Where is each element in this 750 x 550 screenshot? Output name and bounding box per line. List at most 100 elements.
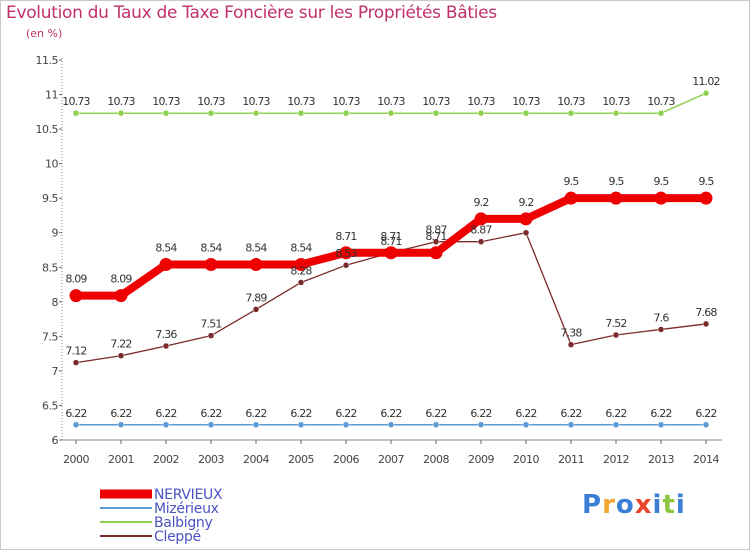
y-tick-label: 8 bbox=[52, 296, 59, 309]
data-point-balbigny bbox=[252, 109, 260, 117]
data-label-balbigny: 10.73 bbox=[242, 95, 270, 108]
data-point-balbigny bbox=[117, 109, 125, 117]
data-point-clepp- bbox=[702, 320, 710, 328]
data-point-miz-rieux bbox=[252, 421, 260, 429]
data-label-clepp-: 7.36 bbox=[155, 328, 177, 341]
data-point-miz-rieux bbox=[567, 421, 575, 429]
data-label-balbigny: 10.73 bbox=[467, 95, 495, 108]
data-labels: 6.22 6.22 6.22 6.22 6.22 6.22 6.22 6.22 6.22 6.22… bbox=[62, 75, 720, 420]
data-label-nervieux: 9.5 bbox=[653, 175, 669, 188]
y-tick-label: 6.5 bbox=[42, 399, 58, 412]
y-tick-label: 10.5 bbox=[36, 123, 59, 136]
logo-letter: x bbox=[634, 490, 653, 520]
data-point-balbigny bbox=[72, 109, 80, 117]
data-point-nervieux bbox=[204, 258, 218, 272]
data-label-clepp-: 8.87 bbox=[425, 224, 447, 237]
x-tick-label: 2006 bbox=[333, 453, 359, 466]
data-label-balbigny: 10.73 bbox=[332, 95, 360, 108]
data-label-nervieux: 9.2 bbox=[518, 196, 533, 209]
data-point-nervieux bbox=[429, 246, 443, 260]
y-tick-label: 7.5 bbox=[42, 330, 58, 343]
x-tick-label: 2000 bbox=[63, 453, 89, 466]
data-point-balbigny bbox=[432, 109, 440, 117]
data-point-miz-rieux bbox=[162, 421, 170, 429]
data-point-miz-rieux bbox=[117, 421, 125, 429]
x-tick-label: 2008 bbox=[423, 453, 449, 466]
data-label-nervieux: 8.09 bbox=[65, 273, 87, 286]
data-point-balbigny bbox=[657, 109, 665, 117]
x-tick-label: 2011 bbox=[558, 453, 584, 466]
y-tick-label: 10 bbox=[45, 158, 58, 171]
data-point-nervieux bbox=[654, 191, 668, 205]
data-point-clepp- bbox=[477, 238, 485, 245]
data-label-nervieux: 9.5 bbox=[608, 175, 624, 188]
x-tick-label: 2005 bbox=[288, 453, 314, 466]
data-label-miz-rieux: 6.22 bbox=[605, 407, 626, 420]
y-axis-unit: (en %) bbox=[26, 27, 63, 40]
y-tick-label: 6 bbox=[52, 434, 59, 447]
logo-letter: r bbox=[602, 490, 616, 520]
logo-letter: P bbox=[582, 490, 603, 520]
data-label-miz-rieux: 6.22 bbox=[200, 407, 221, 420]
x-tick-label: 2013 bbox=[648, 453, 674, 466]
data-point-balbigny bbox=[702, 89, 710, 97]
data-label-balbigny: 10.73 bbox=[62, 95, 90, 108]
data-label-balbigny: 10.73 bbox=[377, 95, 405, 108]
data-point-nervieux bbox=[294, 258, 308, 272]
data-label-miz-rieux: 6.22 bbox=[560, 407, 581, 420]
y-tick-label: 8.5 bbox=[42, 261, 58, 274]
data-label-nervieux: 8.71 bbox=[335, 230, 356, 243]
chart-title: Evolution du Taux de Taxe Foncière sur l… bbox=[6, 3, 497, 23]
data-label-miz-rieux: 6.22 bbox=[695, 407, 716, 420]
legend-label-balbigny: Balbigny bbox=[154, 515, 213, 531]
logo-letter: i bbox=[652, 490, 663, 520]
data-label-miz-rieux: 6.22 bbox=[290, 407, 311, 420]
data-point-balbigny bbox=[387, 109, 395, 117]
proxiti-logo: Proxiti bbox=[582, 490, 686, 520]
data-label-balbigny: 10.73 bbox=[557, 95, 585, 108]
data-point-clepp- bbox=[207, 332, 215, 339]
data-point-miz-rieux bbox=[702, 421, 710, 429]
data-point-miz-rieux bbox=[612, 421, 620, 429]
data-point-miz-rieux bbox=[342, 421, 350, 429]
data-point-miz-rieux bbox=[207, 421, 215, 429]
data-point-clepp- bbox=[432, 238, 440, 245]
data-point-nervieux bbox=[564, 191, 578, 205]
data-label-clepp-: 8.28 bbox=[290, 264, 312, 277]
x-tick-label: 2002 bbox=[153, 453, 179, 466]
data-label-balbigny: 10.73 bbox=[107, 95, 135, 108]
y-tick-label: 11 bbox=[45, 89, 58, 102]
data-label-nervieux: 9.5 bbox=[698, 175, 714, 188]
y-tick-label: 11.5 bbox=[36, 54, 59, 67]
data-label-clepp-: 7.89 bbox=[245, 291, 267, 304]
data-point-clepp- bbox=[252, 306, 260, 313]
data-point-balbigny bbox=[342, 109, 350, 117]
data-label-balbigny: 10.73 bbox=[512, 95, 540, 108]
data-label-miz-rieux: 6.22 bbox=[155, 407, 176, 420]
series-layer bbox=[69, 89, 713, 429]
data-point-nervieux bbox=[69, 289, 83, 303]
data-point-nervieux bbox=[249, 258, 263, 272]
data-point-clepp- bbox=[162, 342, 170, 350]
data-point-balbigny bbox=[612, 109, 620, 117]
data-point-miz-rieux bbox=[387, 421, 395, 429]
data-point-clepp- bbox=[117, 352, 125, 359]
data-point-balbigny bbox=[162, 109, 170, 117]
data-point-miz-rieux bbox=[432, 421, 440, 429]
data-point-balbigny bbox=[297, 109, 305, 117]
x-tick-label: 2003 bbox=[198, 453, 224, 466]
data-label-balbigny: 10.73 bbox=[422, 95, 450, 108]
x-tick-label: 2007 bbox=[378, 453, 404, 466]
data-label-nervieux: 8.71 bbox=[425, 230, 446, 243]
data-point-clepp- bbox=[297, 279, 305, 286]
x-tick-label: 2001 bbox=[108, 453, 134, 466]
data-point-nervieux bbox=[384, 246, 398, 260]
data-label-miz-rieux: 6.22 bbox=[380, 407, 401, 420]
legend-label-clepp-: Cleppé bbox=[154, 529, 201, 545]
data-point-miz-rieux bbox=[477, 421, 485, 429]
data-label-balbigny: 10.73 bbox=[647, 95, 675, 108]
data-point-clepp- bbox=[72, 359, 80, 366]
legend-label-miz-rieux: Mizérieux bbox=[154, 501, 219, 517]
data-label-clepp-: 7.22 bbox=[110, 338, 131, 351]
data-point-clepp- bbox=[612, 331, 620, 339]
